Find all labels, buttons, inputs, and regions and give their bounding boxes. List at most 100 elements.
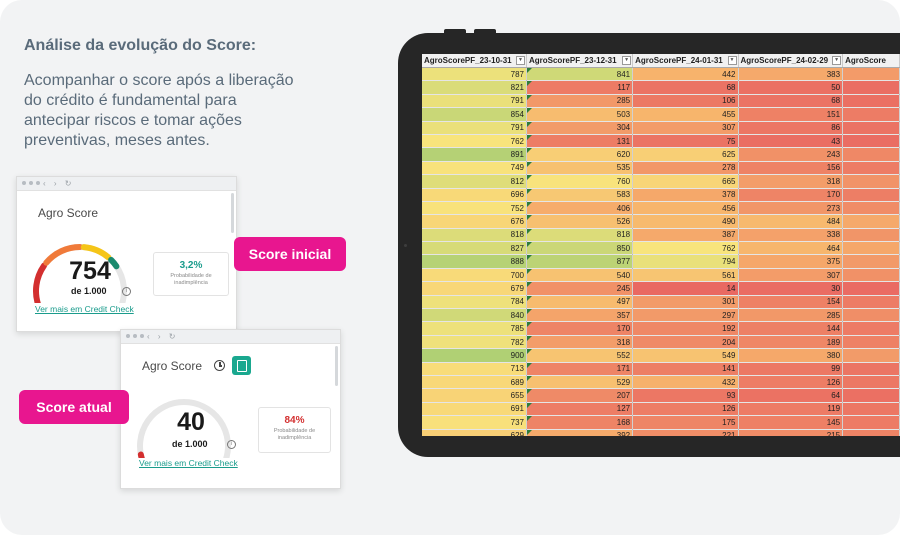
table-cell[interactable]: 782 xyxy=(422,335,527,350)
table-cell[interactable]: 464 xyxy=(738,241,844,256)
table-cell[interactable]: 877 xyxy=(526,254,634,269)
table-cell[interactable]: 812 xyxy=(422,174,527,189)
table-cell[interactable]: 700 xyxy=(422,268,527,283)
table-cell[interactable] xyxy=(842,94,900,109)
table-cell[interactable]: 689 xyxy=(422,375,527,390)
table-cell[interactable]: 794 xyxy=(632,254,739,269)
table-cell[interactable] xyxy=(842,241,900,256)
table-cell[interactable]: 526 xyxy=(526,214,634,229)
table-cell[interactable] xyxy=(842,188,900,202)
table-cell[interactable]: 117 xyxy=(526,80,634,95)
table-cell[interactable]: 378 xyxy=(632,188,739,202)
table-cell[interactable]: 175 xyxy=(632,415,739,430)
table-cell[interactable]: 171 xyxy=(526,362,634,376)
table-cell[interactable]: 552 xyxy=(526,348,634,363)
table-cell[interactable]: 549 xyxy=(632,348,739,363)
table-cell[interactable]: 791 xyxy=(422,121,527,135)
table-cell[interactable] xyxy=(842,388,900,403)
table-cell[interactable]: 192 xyxy=(632,321,739,336)
table-cell[interactable] xyxy=(842,107,900,122)
table-cell[interactable]: 221 xyxy=(632,429,739,436)
table-cell[interactable]: 529 xyxy=(526,375,634,390)
table-cell[interactable]: 490 xyxy=(632,214,739,229)
info-icon[interactable]: i xyxy=(122,287,131,296)
credit-check-link[interactable]: Ver mais em Credit Check xyxy=(139,458,238,468)
filter-dropdown-icon[interactable]: ▼ xyxy=(622,56,632,65)
table-cell[interactable]: 583 xyxy=(526,188,634,202)
table-cell[interactable]: 278 xyxy=(632,161,739,176)
table-cell[interactable]: 387 xyxy=(632,228,739,243)
document-icon[interactable] xyxy=(232,356,251,375)
table-cell[interactable] xyxy=(842,375,900,390)
table-cell[interactable] xyxy=(842,161,900,176)
table-cell[interactable]: 307 xyxy=(632,121,739,135)
table-cell[interactable]: 854 xyxy=(422,107,527,122)
table-cell[interactable] xyxy=(842,308,900,323)
table-cell[interactable]: 891 xyxy=(422,147,527,162)
filter-dropdown-icon[interactable]: ▼ xyxy=(832,56,842,65)
table-cell[interactable] xyxy=(842,134,900,149)
table-cell[interactable]: 442 xyxy=(632,67,739,82)
table-cell[interactable] xyxy=(842,174,900,189)
table-cell[interactable]: 655 xyxy=(422,388,527,403)
clock-icon[interactable] xyxy=(214,360,225,371)
table-cell[interactable]: 245 xyxy=(526,281,634,296)
table-cell[interactable]: 215 xyxy=(738,429,844,436)
table-cell[interactable]: 301 xyxy=(632,295,739,310)
table-cell[interactable]: 43 xyxy=(738,134,844,149)
table-cell[interactable]: 144 xyxy=(738,321,844,336)
table-cell[interactable]: 737 xyxy=(422,415,527,430)
table-cell[interactable]: 840 xyxy=(422,308,527,323)
table-cell[interactable]: 189 xyxy=(738,335,844,350)
table-cell[interactable]: 749 xyxy=(422,161,527,176)
table-cell[interactable]: 357 xyxy=(526,308,634,323)
table-cell[interactable]: 156 xyxy=(738,161,844,176)
table-cell[interactable] xyxy=(842,362,900,376)
table-cell[interactable]: 535 xyxy=(526,161,634,176)
table-cell[interactable]: 126 xyxy=(738,375,844,390)
table-cell[interactable]: 784 xyxy=(422,295,527,310)
table-cell[interactable]: 888 xyxy=(422,254,527,269)
table-cell[interactable]: 561 xyxy=(632,268,739,283)
table-cell[interactable]: 841 xyxy=(526,67,634,82)
table-cell[interactable]: 127 xyxy=(526,402,634,417)
table-cell[interactable]: 204 xyxy=(632,335,739,350)
table-cell[interactable]: 432 xyxy=(632,375,739,390)
table-cell[interactable]: 243 xyxy=(738,147,844,162)
table-cell[interactable]: 273 xyxy=(738,201,844,216)
table-cell[interactable] xyxy=(842,80,900,95)
table-cell[interactable]: 106 xyxy=(632,94,739,109)
scrollbar[interactable] xyxy=(335,346,338,386)
table-cell[interactable]: 850 xyxy=(526,241,634,256)
table-cell[interactable]: 170 xyxy=(738,188,844,202)
filter-dropdown-icon[interactable]: ▼ xyxy=(727,56,737,65)
table-cell[interactable]: 75 xyxy=(632,134,739,149)
table-cell[interactable]: 307 xyxy=(738,268,844,283)
table-cell[interactable]: 696 xyxy=(422,188,527,202)
table-cell[interactable]: 497 xyxy=(526,295,634,310)
column-header[interactable]: AgroScorePF_24-01-31 ▼ xyxy=(632,54,739,68)
table-cell[interactable]: 151 xyxy=(738,107,844,122)
table-cell[interactable]: 791 xyxy=(422,94,527,109)
table-cell[interactable]: 676 xyxy=(422,214,527,229)
table-cell[interactable] xyxy=(842,321,900,336)
table-cell[interactable]: 170 xyxy=(526,321,634,336)
table-cell[interactable] xyxy=(842,335,900,350)
table-cell[interactable] xyxy=(842,268,900,283)
table-cell[interactable]: 154 xyxy=(738,295,844,310)
table-cell[interactable]: 821 xyxy=(422,80,527,95)
scrollbar[interactable] xyxy=(231,193,234,233)
table-cell[interactable]: 787 xyxy=(422,67,527,82)
table-cell[interactable]: 318 xyxy=(738,174,844,189)
table-cell[interactable] xyxy=(842,121,900,135)
table-cell[interactable]: 665 xyxy=(632,174,739,189)
table-cell[interactable]: 126 xyxy=(632,402,739,417)
table-cell[interactable] xyxy=(842,67,900,82)
table-cell[interactable]: 50 xyxy=(738,80,844,95)
table-cell[interactable]: 484 xyxy=(738,214,844,229)
table-cell[interactable]: 762 xyxy=(632,241,739,256)
table-cell[interactable]: 785 xyxy=(422,321,527,336)
table-cell[interactable]: 141 xyxy=(632,362,739,376)
table-cell[interactable]: 818 xyxy=(422,228,527,243)
table-cell[interactable]: 456 xyxy=(632,201,739,216)
